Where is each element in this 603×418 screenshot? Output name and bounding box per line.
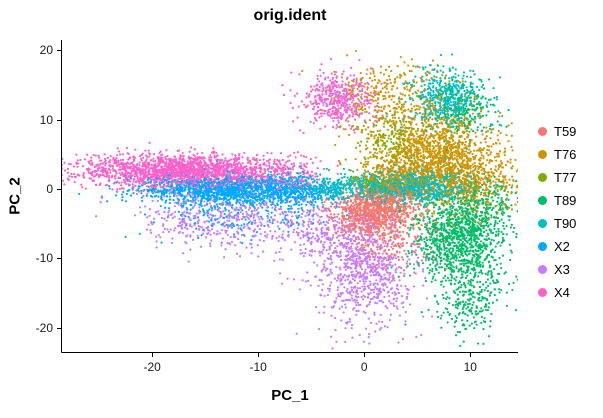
legend-color-dot: [538, 219, 547, 228]
y-tick-label: -20: [35, 320, 53, 335]
x-axis-title: PC_1: [271, 387, 309, 404]
x-tick-label: -20: [143, 360, 161, 374]
y-tick-label: -10: [35, 251, 53, 266]
legend-color-dot: [538, 265, 547, 274]
y-tick-label: 10: [39, 112, 53, 127]
legend-item: T76: [538, 143, 576, 166]
legend-label: T59: [554, 124, 577, 139]
legend-label: T77: [554, 170, 577, 185]
x-tick-label: 10: [463, 360, 477, 374]
chart-title: orig.ident: [253, 7, 327, 24]
x-tick-label: -10: [249, 360, 267, 374]
legend-label: X2: [554, 239, 570, 254]
legend-label: T90: [554, 216, 577, 231]
legend-color-dot: [538, 242, 547, 251]
legend-item: T90: [538, 212, 576, 235]
y-axis-title: PC_2: [6, 177, 24, 215]
legend-color-dot: [538, 288, 547, 297]
legend-color-dot: [538, 127, 547, 136]
legend-color-dot: [538, 173, 547, 182]
legend-item: T59: [538, 120, 576, 143]
legend-item: T89: [538, 189, 576, 212]
legend-label: X3: [554, 262, 570, 277]
legend-color-dot: [538, 196, 547, 205]
legend-item: X2: [538, 235, 576, 258]
legend-item: X3: [538, 258, 576, 281]
legend-label: T76: [554, 147, 577, 162]
y-tick-label: 0: [46, 182, 53, 197]
legend-color-dot: [538, 150, 547, 159]
y-tick-label: 20: [39, 43, 53, 58]
legend-item: X4: [538, 281, 576, 304]
legend-label: T89: [554, 193, 577, 208]
x-tick-label: 0: [360, 360, 368, 374]
legend-label: X4: [554, 285, 570, 300]
legend: T59 T76 T77 T89 T90 X2 X3 X4: [538, 120, 576, 304]
legend-item: T77: [538, 166, 576, 189]
